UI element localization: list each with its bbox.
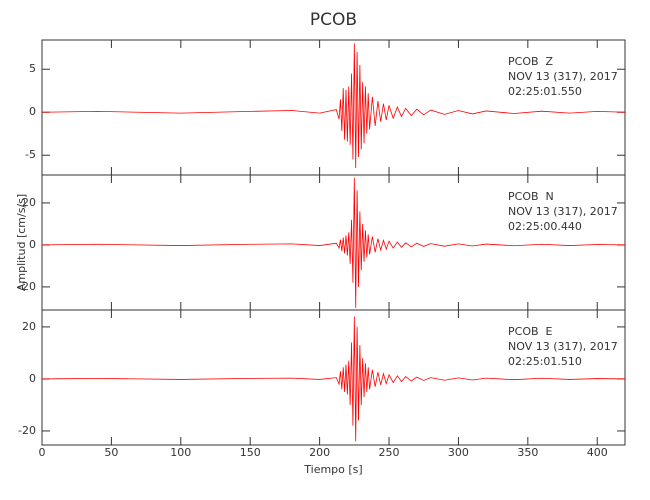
x-tick-label: 350 (517, 446, 538, 459)
y-tick-label: 0 (29, 105, 36, 118)
x-axis-label: Tiempo [s] (303, 463, 362, 476)
annotation: NOV 13 (317), 2017 (508, 70, 618, 83)
y-tick-label: -20 (18, 424, 36, 437)
x-tick-label: 400 (587, 446, 608, 459)
y-tick-label: 0 (29, 372, 36, 385)
annotation: PCOB Z (508, 55, 554, 68)
y-tick-label: 20 (22, 320, 36, 333)
chart-title: PCOB (310, 10, 357, 30)
y-tick-label: 0 (29, 238, 36, 251)
waveform (41, 43, 626, 169)
annotation: 02:25:01.550 (508, 85, 582, 98)
annotation: NOV 13 (317), 2017 (508, 340, 618, 353)
y-tick-label: 5 (29, 62, 36, 75)
panel-frame (41, 309, 626, 446)
y-tick-label: -5 (25, 148, 36, 161)
waveform (41, 177, 626, 308)
x-tick-label: 250 (379, 446, 400, 459)
annotation: 02:25:01.510 (508, 355, 582, 368)
x-tick-label: 200 (309, 446, 330, 459)
y-tick-label: -20 (18, 280, 36, 293)
y-axis-label: Amplitud [cm/s/s] (15, 194, 28, 291)
x-tick-label: 0 (39, 446, 46, 459)
annotation: PCOB E (508, 325, 553, 338)
x-tick-label: 50 (104, 446, 118, 459)
x-tick-label: 150 (240, 446, 261, 459)
x-tick-label: 300 (448, 446, 469, 459)
annotation: 02:25:00.440 (508, 220, 582, 233)
x-tick-label: 100 (170, 446, 191, 459)
annotation: PCOB N (508, 190, 554, 203)
y-tick-label: 20 (22, 196, 36, 209)
annotation: NOV 13 (317), 2017 (508, 205, 618, 218)
waveform (41, 316, 626, 442)
